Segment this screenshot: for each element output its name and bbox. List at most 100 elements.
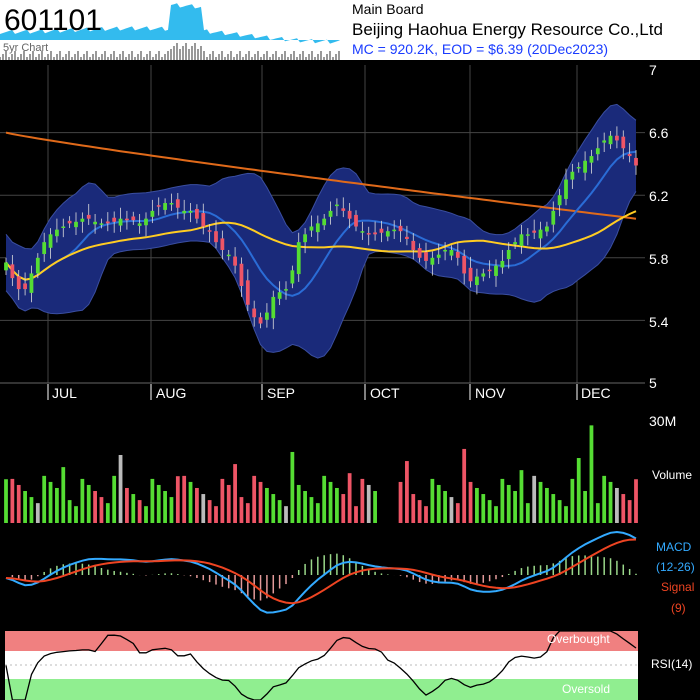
price-candle [137, 223, 142, 226]
oversold-zone [5, 679, 638, 700]
month-label: AUG [156, 385, 186, 401]
month-label: SEP [267, 385, 295, 401]
price-candle [296, 242, 301, 275]
volume-bar [131, 494, 136, 523]
price-candle [112, 217, 117, 222]
volume-bar [86, 484, 91, 523]
volume-bar [373, 491, 377, 523]
price-candle [519, 234, 524, 246]
signal-params: (9) [671, 601, 686, 615]
volume-bar [570, 478, 575, 523]
price-candle [583, 160, 587, 173]
signal-label: Signal [661, 580, 694, 594]
price-candle [385, 231, 390, 237]
price-candle [303, 234, 307, 243]
price-candle [545, 226, 549, 232]
volume-bar [360, 478, 365, 523]
volume-bar [589, 425, 594, 523]
volume-bar [455, 503, 460, 523]
volume-bar [602, 475, 607, 523]
price-candle [564, 179, 568, 199]
volume-panel: 30M Volume [4, 413, 692, 523]
price-tick-label: 5.8 [649, 251, 669, 267]
price-candle [258, 317, 263, 324]
volume-bar [627, 500, 632, 523]
volume-bar [583, 491, 587, 523]
price-candle [188, 210, 193, 213]
volume-bar [487, 500, 492, 523]
volume-bar [290, 451, 295, 523]
volume-bar [265, 487, 269, 523]
volume-bar [245, 503, 250, 523]
macd-params: (12-26) [656, 560, 695, 574]
price-candle [392, 229, 397, 232]
price-candle [163, 203, 167, 210]
volume-bar [634, 479, 638, 523]
volume-bar [233, 464, 237, 523]
volume-bar [163, 491, 167, 523]
price-candle [265, 312, 269, 320]
price-candle [532, 230, 537, 233]
price-candle [245, 280, 250, 305]
price-candle [284, 289, 288, 291]
price-candle [156, 205, 161, 207]
price-candle [290, 270, 295, 284]
volume-bar [175, 476, 180, 523]
price-candle [315, 223, 320, 233]
volume-bar [201, 494, 206, 523]
thumbnail-price-area [0, 3, 340, 44]
price-candle [417, 248, 422, 258]
board-label: Main Board [352, 1, 424, 17]
signal-line [5, 538, 637, 605]
volume-bar [55, 487, 59, 523]
volume-bar [366, 484, 371, 523]
price-candle [23, 283, 27, 290]
price-candle [207, 230, 212, 232]
bollinger-lower-line [5, 191, 637, 359]
volume-bar [284, 506, 288, 523]
volume-bar [532, 475, 537, 523]
price-candle [175, 199, 180, 208]
price-candle [595, 148, 600, 155]
price-candle [201, 213, 206, 227]
volume-bar [436, 484, 441, 523]
volume-bar [195, 487, 199, 523]
volume-bar [303, 491, 307, 523]
price-candle [29, 273, 34, 293]
price-candle [360, 231, 365, 233]
volume-bar [67, 500, 72, 523]
month-axis: JUL AUG SEP OCT NOV DEC [52, 385, 611, 401]
volume-bar [398, 481, 403, 523]
volume-bar [150, 478, 155, 523]
price-candle [341, 208, 346, 211]
volume-bar [405, 461, 409, 523]
volume-bar [468, 481, 473, 523]
macd-label: MACD [656, 540, 692, 554]
volume-bar [494, 506, 498, 523]
price-candle [226, 254, 231, 257]
price-candle [449, 249, 454, 256]
price-tick-label: 6.2 [649, 188, 669, 204]
macd-panel: MACD (12-26) Signal (9) [5, 530, 695, 615]
price-candle [61, 226, 66, 228]
month-label: OCT [370, 385, 400, 401]
volume-bar [169, 497, 174, 523]
volume-bar [424, 506, 428, 523]
volume-bar [443, 491, 447, 523]
ticker-symbol: 601101 [4, 4, 102, 37]
volume-bar [481, 494, 486, 523]
volume-bar [271, 494, 276, 523]
price-candle [55, 229, 59, 237]
volume-bar [252, 475, 257, 523]
price-candle [220, 238, 225, 250]
price-candle [144, 218, 148, 226]
volume-bar [296, 484, 301, 523]
price-candle [634, 157, 638, 166]
five-year-thumbnail [0, 3, 340, 60]
price-candle [443, 249, 447, 252]
volume-bar [608, 481, 613, 523]
volume-bar [506, 484, 511, 523]
volume-bar [595, 503, 600, 523]
price-candle [195, 208, 199, 219]
volume-bar [545, 487, 549, 523]
